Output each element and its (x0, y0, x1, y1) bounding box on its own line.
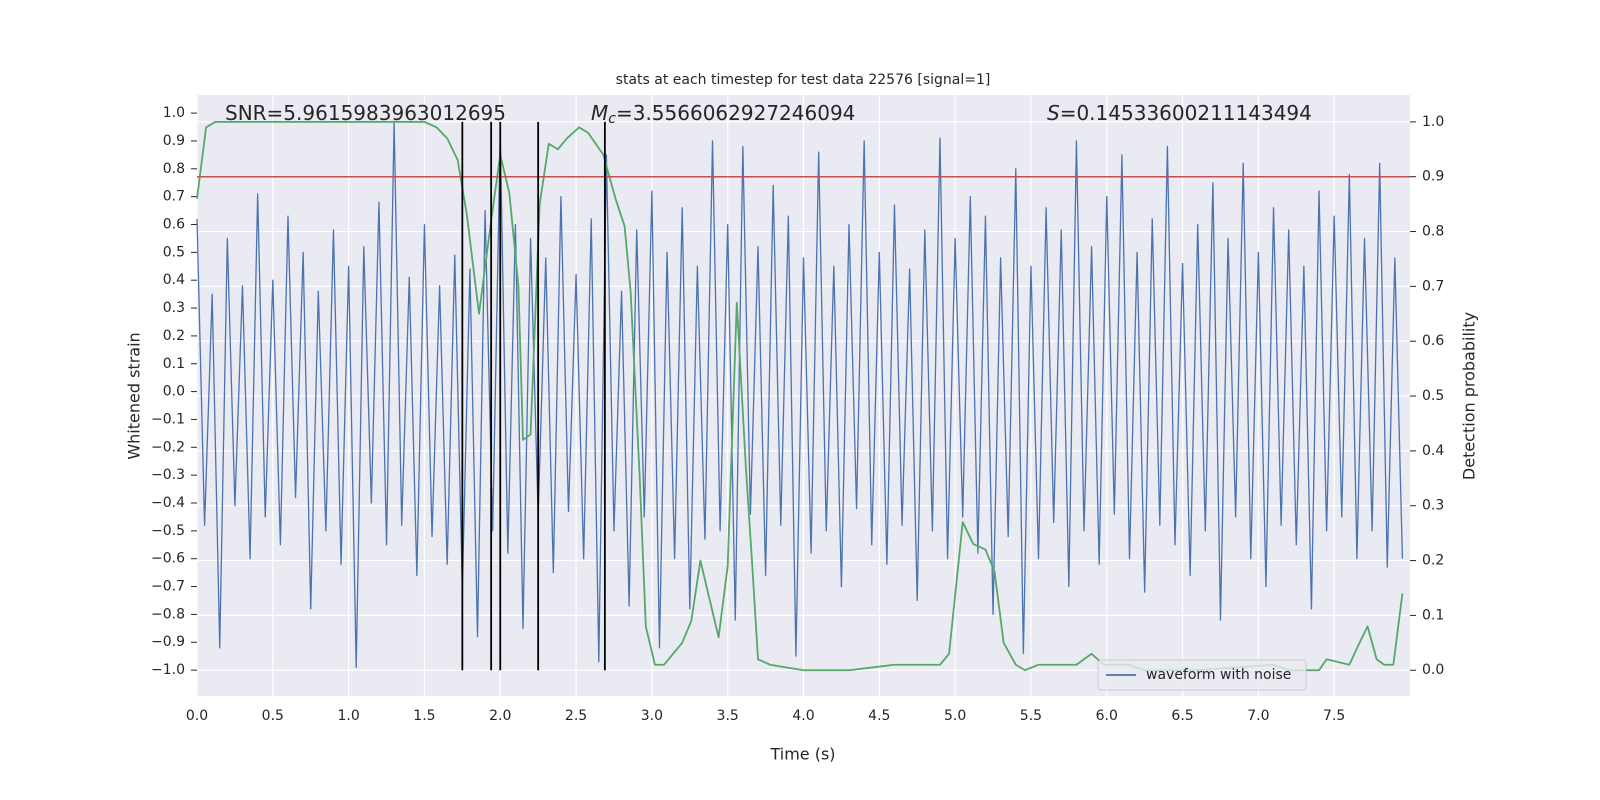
y-tick-label: −0.7 (151, 579, 185, 595)
legend-box (1097, 659, 1307, 691)
y2-tick-label: 0.8 (1422, 224, 1444, 240)
x-tick-label: 4.5 (868, 708, 890, 724)
y-tick-label: 0.0 (163, 384, 185, 400)
y-tick-label: 0.2 (163, 328, 185, 344)
y-tick-label: 1.0 (163, 105, 185, 121)
x-tick-label: 5.0 (944, 708, 966, 724)
x-tick-label: 1.5 (413, 708, 435, 724)
x-tick-label: 0.5 (262, 708, 284, 724)
y2-tick-label: 0.0 (1422, 662, 1444, 678)
annotation-symbol: M (591, 101, 608, 125)
x-tick-label: 6.5 (1171, 708, 1193, 724)
y-axis-label: Whitened strain (125, 332, 144, 459)
y2-tick-label: 0.1 (1422, 607, 1444, 623)
x-tick-label: 1.0 (337, 708, 359, 724)
x-tick-label: 2.5 (565, 708, 587, 724)
x-tick-label: 7.0 (1247, 708, 1269, 724)
y-tick-label: 0.9 (163, 133, 185, 149)
x-tick-label: 6.0 (1096, 708, 1118, 724)
y-tick-label: −0.1 (151, 411, 185, 427)
y-tick-label: −0.2 (151, 439, 185, 455)
y2-tick-label: 0.6 (1422, 333, 1444, 349)
x-axis-label: Time (s) (769, 745, 835, 764)
y-tick-label: 0.7 (163, 189, 185, 205)
y2-tick-label: 1.0 (1422, 114, 1444, 130)
y-tick-label: −0.3 (151, 467, 185, 483)
y2-tick-label: 0.5 (1422, 388, 1444, 404)
y2-tick-label: 0.2 (1422, 553, 1444, 569)
y-tick-label: 0.4 (163, 272, 185, 288)
x-tick-label: 3.5 (717, 708, 739, 724)
annotation-text: =3.5566062927246094 (616, 101, 855, 125)
y-tick-label: −0.5 (151, 523, 185, 539)
annotation-text: =0.14533600211143494 (1060, 101, 1312, 125)
y-tick-label: 0.3 (163, 300, 185, 316)
legend-label: waveform with noise (1146, 667, 1291, 683)
y2-axis-label: Detection probability (1460, 312, 1479, 480)
y-tick-label: 0.1 (163, 356, 185, 372)
y2-tick-label: 0.4 (1422, 443, 1444, 459)
annotation: Mc=3.5566062927246094 (591, 101, 855, 128)
x-tick-label: 4.0 (792, 708, 814, 724)
x-tick-label: 7.5 (1323, 708, 1345, 724)
x-tick-label: 3.0 (641, 708, 663, 724)
data-line (196, 120, 1404, 668)
y-tick-label: −0.9 (151, 634, 185, 650)
y-tick-label: −0.6 (151, 551, 185, 567)
y-tick-label: 0.8 (163, 161, 185, 177)
x-tick-label: 2.0 (489, 708, 511, 724)
y-tick-label: −0.4 (151, 495, 185, 511)
y-tick-label: 0.6 (163, 217, 185, 233)
annotation-text: SNR=5.9615983963012695 (225, 101, 506, 125)
x-tick-label: 5.5 (1020, 708, 1042, 724)
y2-tick-label: 0.9 (1422, 169, 1444, 185)
annotation: SNR=5.9615983963012695 (225, 101, 506, 125)
chart-title: stats at each timestep for test data 225… (616, 72, 991, 88)
annotation-subscript: c (608, 111, 616, 127)
y2-tick-label: 0.3 (1422, 498, 1444, 514)
annotation: S=0.14533600211143494 (1047, 101, 1312, 125)
y-tick-label: −0.8 (151, 606, 185, 622)
y-tick-label: 0.5 (163, 244, 185, 260)
x-tick-label: 0.0 (186, 708, 208, 724)
y-tick-label: −1.0 (151, 662, 185, 678)
y2-tick-label: 0.7 (1422, 278, 1444, 294)
annotation-symbol: S (1047, 101, 1060, 125)
